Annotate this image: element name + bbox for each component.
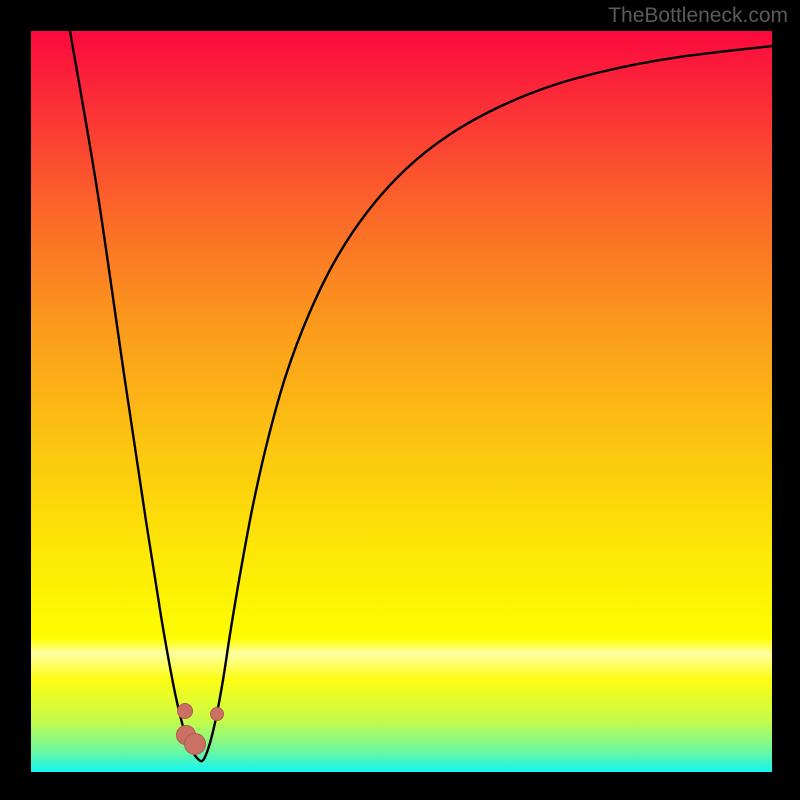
plot-area [31,31,772,772]
watermark-text: TheBottleneck.com [608,4,788,28]
chart-marker [185,734,206,755]
curve [31,31,772,772]
chart-marker [211,708,224,721]
chart-marker [178,704,193,719]
